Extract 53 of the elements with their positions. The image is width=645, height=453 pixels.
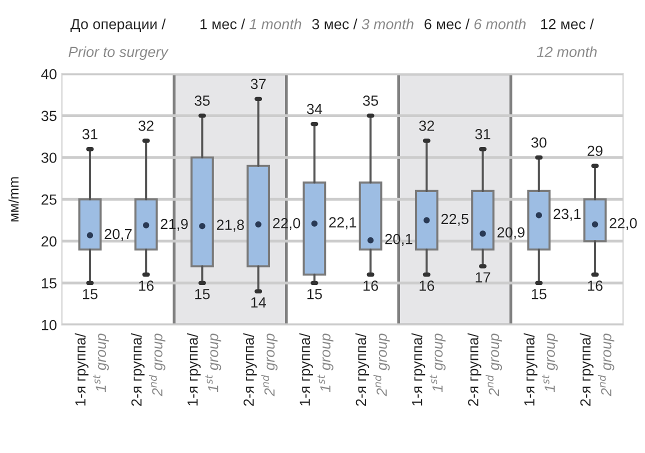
x-tick-label: 2-я группа/ 2$^{nd}$ group bbox=[468, 333, 502, 406]
annotation: 14 bbox=[251, 297, 266, 308]
annotation: 22,0 bbox=[273, 218, 300, 230]
x-tick-label: 2-я группа/ 2$^{nd}$ group bbox=[130, 333, 166, 406]
annotation: 15 bbox=[307, 289, 322, 300]
annotation: 22,5 bbox=[441, 214, 468, 226]
annotation: 16 bbox=[139, 280, 154, 291]
annotation: 23,1 bbox=[554, 208, 581, 221]
annotation: 37 bbox=[250, 78, 266, 90]
y-tick-label: 25 bbox=[42, 194, 56, 205]
annotation: 22,0 bbox=[610, 218, 637, 230]
annotation: 15 bbox=[82, 289, 98, 300]
x-tick-label: 1-я группа/ 1$^{st}$ group bbox=[412, 333, 446, 406]
annotation: 16 bbox=[364, 280, 378, 291]
annotation: 15 bbox=[532, 289, 546, 300]
annotation: 15 bbox=[195, 289, 210, 300]
text: 12 мес / 12 month bbox=[536, 18, 597, 58]
x-tick-label: 1-я группа/ 1$^{st}$ group bbox=[187, 333, 222, 406]
x-tick-label: 2-я группа/ 2$^{nd}$ group bbox=[580, 333, 614, 406]
annotation: 20,1 bbox=[385, 234, 412, 246]
y-tick-label: 30 bbox=[41, 152, 56, 163]
annotation: 31 bbox=[475, 128, 490, 140]
annotation: 16 bbox=[588, 280, 602, 291]
y-tick-label: 15 bbox=[42, 278, 56, 288]
x-tick-label: 1-я группа/ 1$^{st}$ group bbox=[524, 333, 558, 406]
x-tick-label: 1-я группа/ 1$^{st}$ group bbox=[74, 333, 109, 406]
annotation: 34 bbox=[306, 104, 322, 114]
x-tick-label: 2-я группа/ 2$^{nd}$ group bbox=[243, 333, 278, 406]
annotation: 35 bbox=[363, 96, 378, 106]
annotation: 22,1 bbox=[329, 217, 356, 230]
annotation: 21,9 bbox=[160, 218, 188, 231]
annotation: 21,8 bbox=[216, 220, 244, 232]
text: 1 мес / 1 month bbox=[200, 18, 302, 30]
y-tick-label: 20 bbox=[42, 236, 56, 247]
x-tick-label: 1-я группа/ 1$^{st}$ group bbox=[299, 333, 334, 406]
x-tick-label: 2-я группа/ 2$^{nd}$ group bbox=[355, 333, 390, 406]
y-axis-title: мм/mm bbox=[8, 177, 19, 222]
y-tick-label: 40 bbox=[41, 68, 56, 80]
annotation: 29 bbox=[588, 146, 602, 156]
annotation: 35 bbox=[194, 96, 210, 106]
text: 6 мес / 6 month bbox=[424, 18, 526, 30]
annotation: 20,7 bbox=[104, 228, 132, 241]
text: До операции / Prior to surgery bbox=[68, 18, 169, 60]
annotation: 17 bbox=[476, 272, 490, 282]
y-tick-label: 35 bbox=[41, 110, 56, 122]
annotation: 20,9 bbox=[498, 227, 524, 240]
text: 3 мес / 3 month bbox=[312, 18, 414, 30]
annotation: 32 bbox=[419, 120, 434, 131]
annotation: 31 bbox=[82, 128, 98, 140]
annotation: 32 bbox=[138, 120, 154, 131]
y-tick-label: 10 bbox=[42, 320, 56, 330]
annotation: 30 bbox=[531, 137, 546, 148]
annotation: 16 bbox=[420, 280, 434, 291]
